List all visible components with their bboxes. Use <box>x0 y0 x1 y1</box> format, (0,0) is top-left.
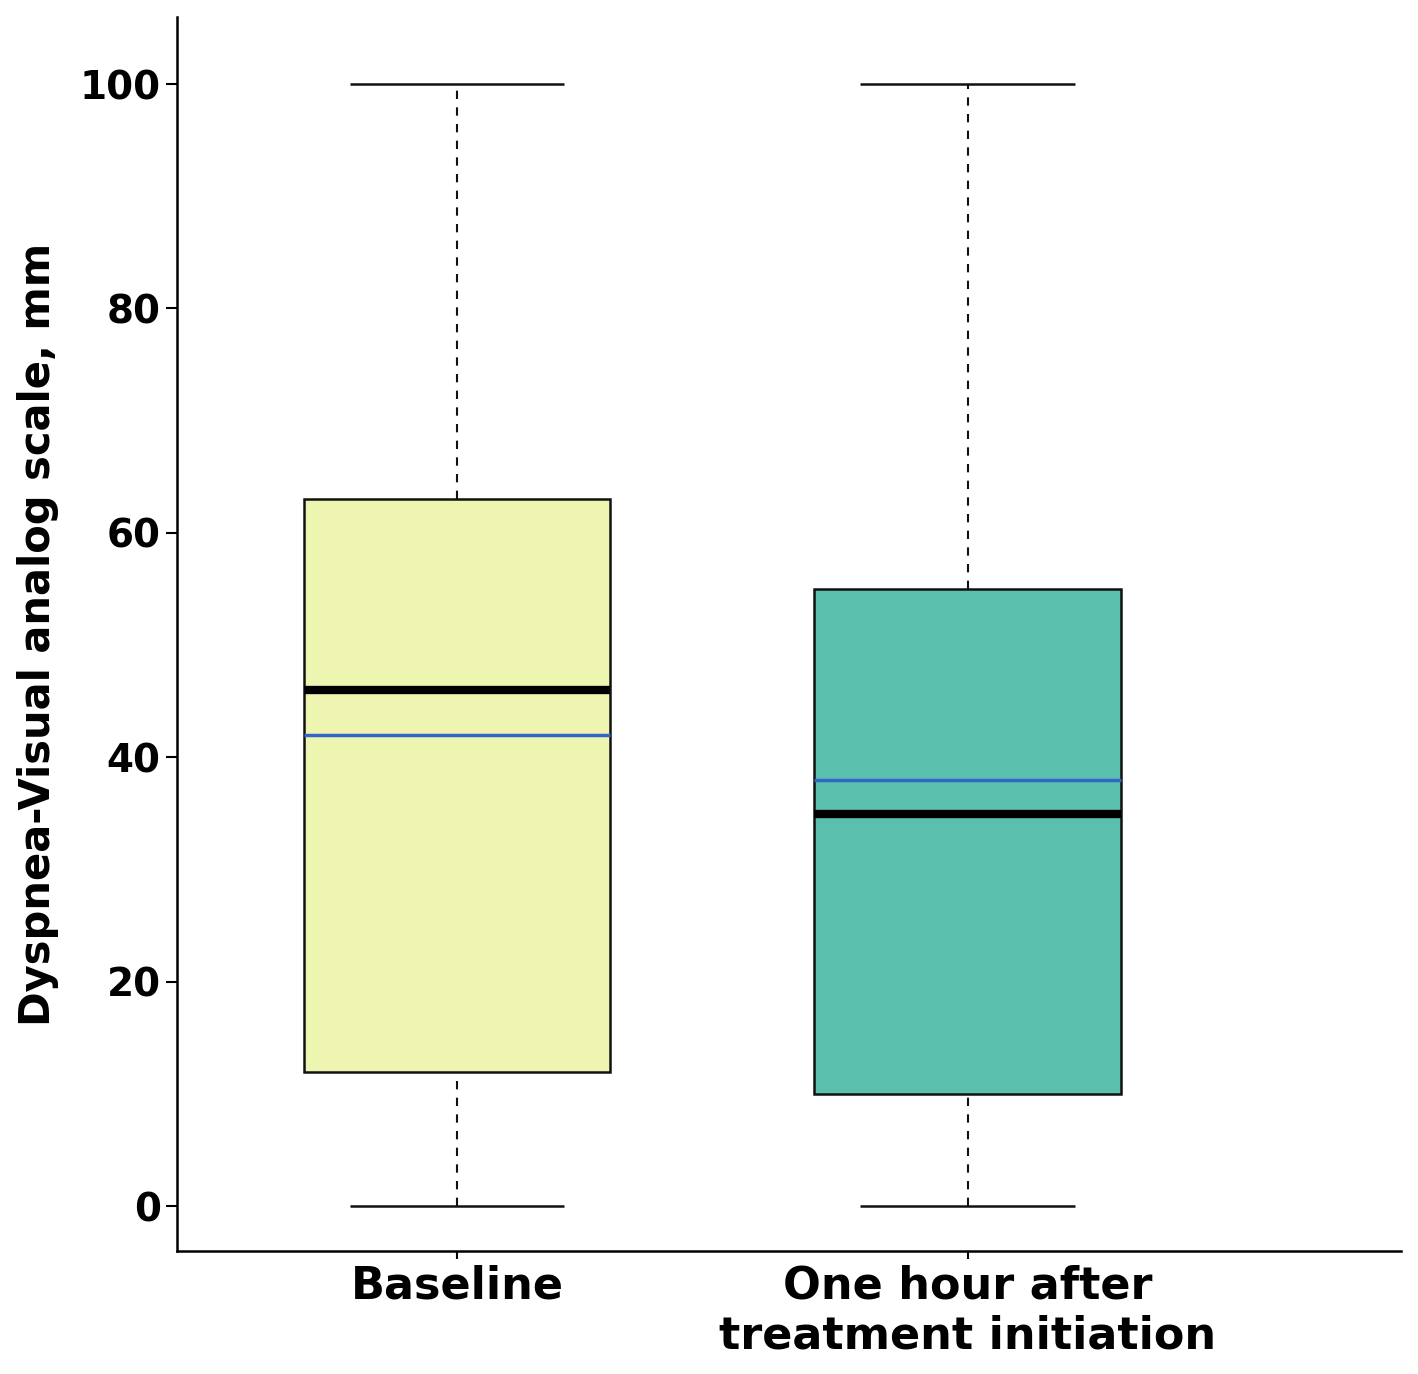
Y-axis label: Dyspnea-Visual analog scale, mm: Dyspnea-Visual analog scale, mm <box>17 242 58 1025</box>
Bar <box>814 589 1120 1094</box>
Bar <box>305 499 610 1072</box>
